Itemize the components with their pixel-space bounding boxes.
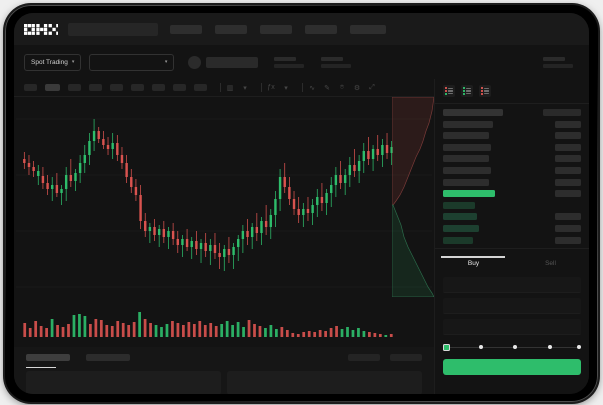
candlestick-icon[interactable]: ▥: [226, 84, 234, 92]
fullscreen-icon[interactable]: ⤢: [369, 83, 375, 91]
timeframe-4[interactable]: [110, 84, 123, 91]
tablet-device-frame: Spot Trading ▾ ▾: [5, 5, 598, 402]
timeframe-1[interactable]: [45, 84, 60, 91]
orderbook-ask-row[interactable]: [443, 132, 581, 140]
amount-slider[interactable]: [443, 343, 581, 352]
chevron-down-icon: ▾: [71, 59, 75, 65]
orderbook-bid-row[interactable]: [443, 236, 581, 244]
bottom-tab-0[interactable]: [26, 354, 70, 368]
timeframe-6[interactable]: [152, 84, 165, 91]
toolbar-divider: [302, 83, 303, 92]
orderbook-panel: Buy Sell: [434, 79, 589, 394]
timeframe-5[interactable]: [131, 84, 144, 91]
orderbook-ask-row[interactable]: [443, 178, 581, 186]
trading-pair-selector[interactable]: ▾: [89, 53, 175, 71]
market-stat-1-label: [321, 56, 344, 61]
slider-handle[interactable]: [443, 343, 450, 351]
market-stat-2-label: [543, 56, 565, 61]
market-stat-0: [274, 56, 305, 68]
orderbook-view-toggles: [435, 79, 589, 104]
bottom-tabs: [14, 347, 434, 368]
order-field-price[interactable]: [443, 277, 581, 294]
orderbook-spread-row[interactable]: [443, 190, 581, 198]
settings-icon[interactable]: ⚙: [353, 84, 361, 92]
nav-item-0[interactable]: [170, 24, 202, 34]
market-toolbar: Spot Trading ▾ ▾: [14, 45, 589, 79]
market-stat-0-value: [274, 63, 305, 68]
order-form-fields: [435, 271, 589, 336]
orderbook-asks-icon[interactable]: [479, 85, 491, 97]
slider-stop-100[interactable]: [576, 344, 581, 349]
okx-logo[interactable]: [24, 23, 58, 35]
pencil-icon[interactable]: ✎: [324, 84, 330, 92]
orderbook-bids-icon[interactable]: [461, 85, 473, 97]
market-type-selector[interactable]: Spot Trading ▾: [24, 53, 82, 71]
orderbook-rows: [435, 104, 589, 244]
tab-sell[interactable]: Sell: [545, 260, 556, 268]
orderbook-header-row: [443, 109, 581, 116]
active-tab-indicator: [441, 256, 505, 258]
order-field-total[interactable]: [443, 319, 581, 336]
bottom-actions: [348, 354, 422, 361]
chevron-down-icon[interactable]: ▾: [284, 84, 288, 92]
search-input[interactable]: [68, 22, 158, 36]
bottom-panel: [14, 347, 434, 394]
app-screen: Spot Trading ▾ ▾: [14, 13, 589, 394]
timeframe-0[interactable]: [24, 84, 37, 91]
market-stat-0-label: [274, 56, 297, 61]
market-stat-1-value: [321, 63, 352, 68]
bottom-tab-1[interactable]: [86, 354, 130, 361]
submit-buy-button[interactable]: [443, 359, 581, 376]
toolbar-divider: [261, 83, 262, 92]
nav-item-1[interactable]: [215, 24, 247, 34]
slider-track: [443, 347, 581, 349]
market-stat-2: [543, 56, 573, 68]
order-form-tabs: Buy Sell: [435, 256, 589, 271]
chevron-down-icon[interactable]: ▾: [243, 84, 247, 92]
orderbook-ask-row[interactable]: [443, 155, 581, 163]
timeframe-7[interactable]: [173, 84, 186, 91]
tab-buy[interactable]: Buy: [467, 260, 480, 268]
price-chart[interactable]: [14, 97, 434, 347]
indicators-icon[interactable]: ƒx: [267, 84, 275, 91]
orderbook-both-icon[interactable]: [443, 85, 455, 97]
candlestick-chart-svg: [16, 118, 432, 337]
coin-icon: [188, 55, 202, 69]
timeframe-3[interactable]: [89, 84, 102, 91]
nav-item-4[interactable]: [350, 24, 386, 34]
slider-stop-50[interactable]: [513, 344, 518, 349]
camera-icon[interactable]: ⌾: [339, 83, 345, 91]
orderbook-ask-row[interactable]: [443, 166, 581, 174]
slider-stop-75[interactable]: [547, 344, 552, 349]
bottom-action-0[interactable]: [348, 354, 380, 361]
line-tool-icon[interactable]: ∿: [309, 84, 315, 92]
orderbook-ask-row[interactable]: [443, 120, 581, 128]
orderbook-bid-row[interactable]: [443, 213, 581, 221]
top-navigation-bar: [14, 13, 589, 45]
bottom-card-1[interactable]: [227, 371, 422, 394]
bottom-action-1[interactable]: [390, 354, 422, 361]
okx-logo-icon: [24, 23, 58, 35]
order-field-amount[interactable]: [443, 298, 581, 315]
orderbook-bid-row[interactable]: [443, 224, 581, 232]
nav-item-2[interactable]: [260, 24, 292, 34]
orderbook-ask-row[interactable]: [443, 143, 581, 151]
orderbook-bid-row[interactable]: [443, 201, 581, 209]
market-type-label: Spot Trading: [31, 58, 68, 66]
nav-item-3[interactable]: [305, 24, 337, 34]
slider-stop-25[interactable]: [478, 344, 483, 349]
bottom-card-0[interactable]: [26, 371, 221, 394]
toolbar-divider: [220, 83, 221, 92]
timeframe-8[interactable]: [194, 84, 207, 91]
bottom-cards: [14, 361, 434, 394]
pair-label: [206, 56, 259, 68]
market-stat-1: [321, 56, 352, 68]
market-stat-2-value: [543, 63, 573, 68]
chevron-down-icon: ▾: [164, 59, 168, 65]
panel-divider: [435, 248, 589, 250]
timeframe-2[interactable]: [68, 84, 81, 91]
